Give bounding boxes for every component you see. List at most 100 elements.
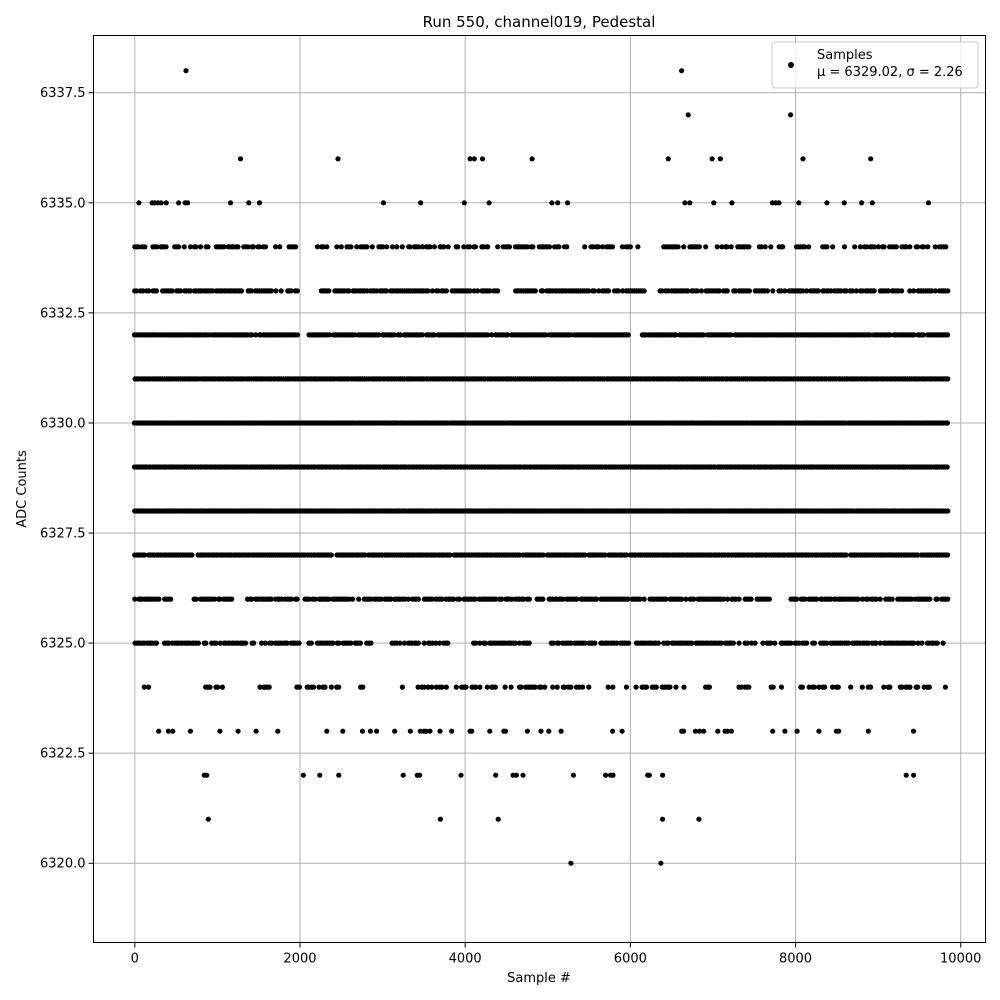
data-point [568, 860, 574, 866]
data-point [564, 244, 570, 250]
data-point [927, 596, 933, 602]
data-point [268, 596, 274, 602]
data-point [308, 640, 314, 646]
data-point [526, 596, 533, 602]
data-point [437, 728, 443, 734]
data-point [871, 288, 877, 294]
data-point [943, 244, 949, 250]
data-point [383, 288, 389, 294]
data-point [865, 596, 871, 602]
data-point [873, 596, 879, 602]
data-point [665, 640, 671, 646]
data-point [485, 332, 491, 338]
data-point [324, 244, 330, 250]
data-point [245, 244, 251, 250]
data-point [317, 772, 323, 778]
data-point [881, 244, 887, 250]
data-point [800, 156, 806, 162]
data-point [443, 684, 449, 690]
data-point [461, 244, 467, 250]
data-point [802, 596, 808, 602]
data-point [484, 684, 490, 690]
data-point [499, 596, 505, 602]
data-point [380, 244, 386, 250]
data-point [495, 816, 501, 822]
y-tick-label: 6330.0 [40, 416, 86, 431]
data-point [211, 596, 217, 602]
data-point [273, 288, 279, 294]
data-point [384, 244, 390, 250]
data-point [485, 244, 491, 250]
data-point [915, 684, 921, 690]
data-point [269, 640, 275, 646]
data-point [431, 244, 437, 250]
data-point [718, 640, 724, 646]
data-point [425, 288, 431, 294]
legend-marker [788, 62, 794, 68]
y-axis-title: ADC Counts [15, 450, 30, 528]
data-point [538, 728, 544, 734]
data-point [477, 640, 483, 646]
data-point [335, 156, 341, 162]
data-point [698, 288, 705, 294]
data-point [868, 156, 874, 162]
data-point [141, 684, 147, 690]
data-point [477, 684, 483, 690]
data-point [389, 244, 396, 250]
data-point [911, 332, 917, 338]
data-point [887, 684, 893, 690]
data-point [360, 684, 366, 690]
data-point [770, 684, 776, 690]
data-point [703, 244, 709, 250]
data-point [944, 464, 950, 470]
data-point [816, 728, 822, 734]
data-point [495, 244, 501, 250]
data-point [467, 156, 473, 162]
data-point [641, 596, 647, 602]
data-point [546, 244, 553, 250]
data-point [275, 728, 281, 734]
data-point [550, 684, 556, 690]
data-point [368, 640, 374, 646]
data-point [736, 596, 742, 602]
plot-frame [93, 35, 986, 943]
data-point [724, 728, 731, 734]
data-point [811, 640, 818, 646]
data-point [911, 640, 917, 646]
data-point [228, 200, 234, 206]
data-point [920, 332, 927, 338]
data-point [328, 684, 334, 690]
data-point [804, 640, 810, 646]
data-point [744, 640, 750, 646]
data-point [903, 244, 909, 250]
data-point [473, 684, 479, 690]
data-point [394, 244, 400, 250]
data-point [560, 596, 566, 602]
data-point [724, 288, 730, 294]
data-point [542, 332, 549, 338]
data-point [893, 244, 899, 250]
data-point [336, 772, 342, 778]
data-point [932, 244, 938, 250]
data-point [911, 288, 917, 294]
data-point [517, 640, 523, 646]
data-point [582, 244, 588, 250]
data-point [400, 772, 406, 778]
data-point [556, 640, 562, 646]
data-point [189, 552, 195, 558]
data-point [804, 288, 810, 294]
data-point [719, 244, 725, 250]
data-point [235, 728, 241, 734]
data-point [776, 200, 782, 206]
data-point [146, 288, 152, 294]
data-point [768, 640, 774, 646]
data-point [367, 728, 373, 734]
data-point [451, 596, 457, 602]
x-axis-title: Sample # [507, 971, 571, 986]
data-point [724, 596, 731, 602]
data-point [619, 728, 625, 734]
data-point [181, 244, 187, 250]
data-point [530, 244, 536, 250]
data-point [249, 596, 255, 602]
